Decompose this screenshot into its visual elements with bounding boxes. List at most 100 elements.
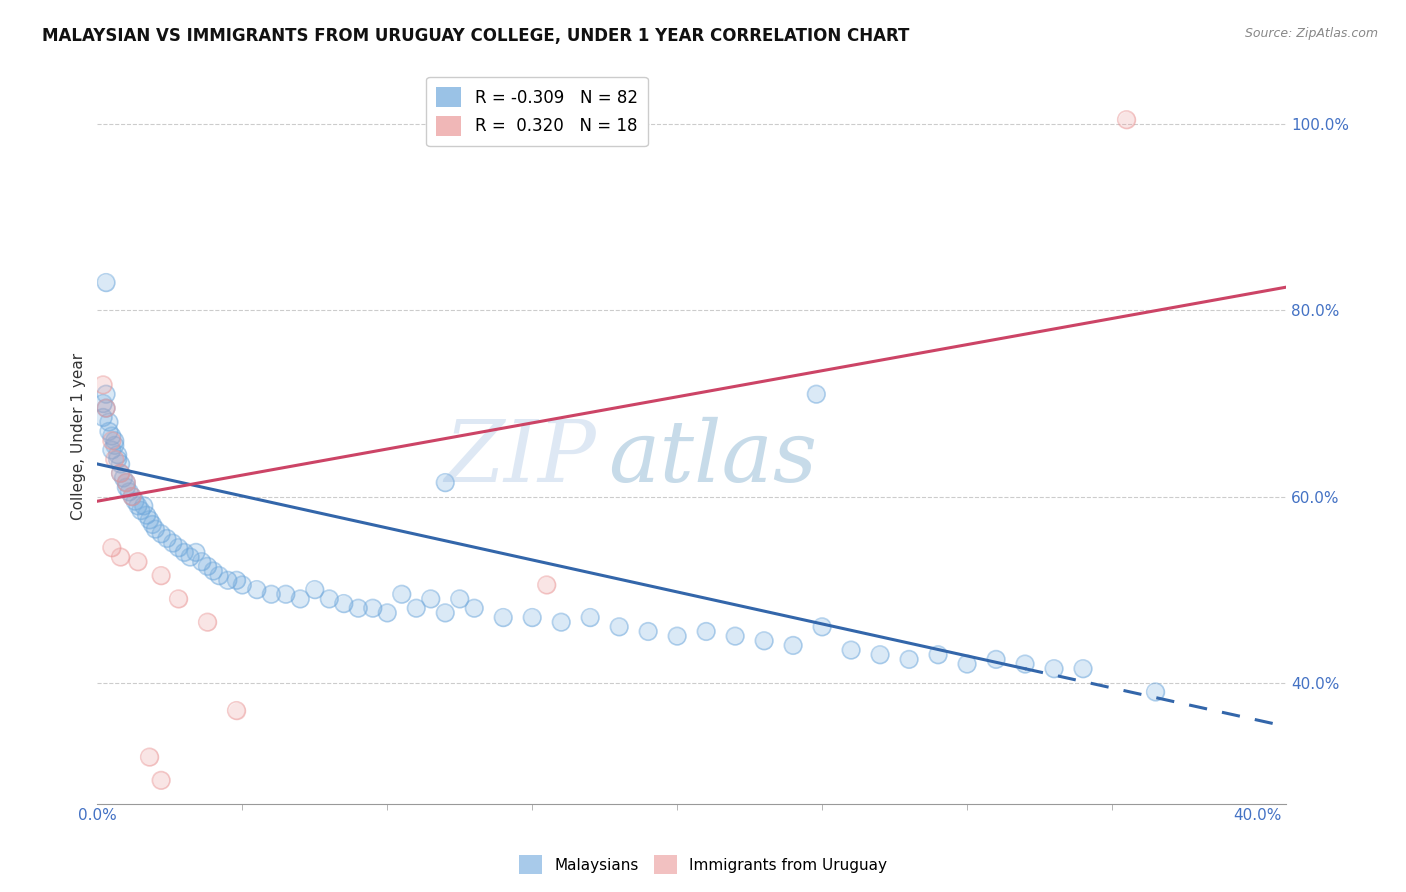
Point <box>522 610 544 624</box>
Point <box>94 401 117 416</box>
Point <box>143 522 166 536</box>
Point <box>246 582 269 597</box>
Point <box>112 471 135 485</box>
Point <box>231 578 253 592</box>
Point <box>806 387 828 401</box>
Point <box>150 526 173 541</box>
Point <box>97 425 120 439</box>
Point <box>550 615 572 630</box>
Point <box>695 624 717 639</box>
Text: ZIP: ZIP <box>444 417 596 500</box>
Point <box>333 597 356 611</box>
Point <box>246 582 269 597</box>
Point <box>304 582 326 597</box>
Point <box>115 475 138 490</box>
Point <box>898 652 921 666</box>
Point <box>666 629 689 643</box>
Point <box>167 591 190 606</box>
Point <box>162 536 184 550</box>
Point <box>898 652 921 666</box>
Point <box>1071 662 1094 676</box>
Point <box>97 415 120 429</box>
Point <box>361 601 384 615</box>
Point <box>104 452 127 467</box>
Point <box>290 591 312 606</box>
Point <box>391 587 413 601</box>
Point <box>184 545 207 559</box>
Point <box>101 443 124 458</box>
Point <box>811 620 834 634</box>
Point <box>91 377 114 392</box>
Point <box>110 457 132 471</box>
Point <box>1115 112 1137 127</box>
Point <box>434 606 457 620</box>
Point <box>167 541 190 555</box>
Point <box>666 629 689 643</box>
Point <box>150 773 173 788</box>
Point <box>463 601 485 615</box>
Point <box>101 429 124 443</box>
Point <box>115 475 138 490</box>
Point <box>225 704 247 718</box>
Point <box>811 620 834 634</box>
Point <box>107 448 129 462</box>
Point <box>91 396 114 410</box>
Point <box>492 610 515 624</box>
Point <box>984 652 1007 666</box>
Point <box>135 508 157 523</box>
Point <box>536 578 558 592</box>
Point <box>94 401 117 416</box>
Point <box>104 434 127 448</box>
Point <box>138 513 160 527</box>
Point <box>104 438 127 452</box>
Point <box>217 574 239 588</box>
Point <box>208 568 231 582</box>
Point <box>110 467 132 481</box>
Point <box>112 471 135 485</box>
Point <box>225 574 247 588</box>
Point <box>138 513 160 527</box>
Point <box>347 601 370 615</box>
Point <box>956 657 979 671</box>
Point <box>197 615 219 630</box>
Point <box>150 526 173 541</box>
Point <box>1071 662 1094 676</box>
Point <box>637 624 659 639</box>
Point <box>110 467 132 481</box>
Point <box>135 508 157 523</box>
Point <box>806 387 828 401</box>
Point <box>333 597 356 611</box>
Point <box>197 615 219 630</box>
Point <box>115 480 138 494</box>
Point <box>361 601 384 615</box>
Point <box>129 503 152 517</box>
Point <box>839 643 862 657</box>
Point <box>121 490 143 504</box>
Point <box>150 568 173 582</box>
Point <box>208 568 231 582</box>
Point <box>217 574 239 588</box>
Point <box>637 624 659 639</box>
Point <box>115 475 138 490</box>
Point <box>197 559 219 574</box>
Point <box>260 587 283 601</box>
Point <box>94 401 117 416</box>
Point <box>304 582 326 597</box>
Point <box>156 532 179 546</box>
Point <box>107 452 129 467</box>
Point <box>110 467 132 481</box>
Point <box>927 648 949 662</box>
Point <box>91 410 114 425</box>
Point <box>375 606 398 620</box>
Point <box>1043 662 1066 676</box>
Point <box>839 643 862 657</box>
Text: Source: ZipAtlas.com: Source: ZipAtlas.com <box>1244 27 1378 40</box>
Point <box>91 396 114 410</box>
Point <box>405 601 427 615</box>
Point <box>110 549 132 564</box>
Point <box>607 620 630 634</box>
Point <box>110 549 132 564</box>
Point <box>375 606 398 620</box>
Point <box>782 639 804 653</box>
Point <box>167 541 190 555</box>
